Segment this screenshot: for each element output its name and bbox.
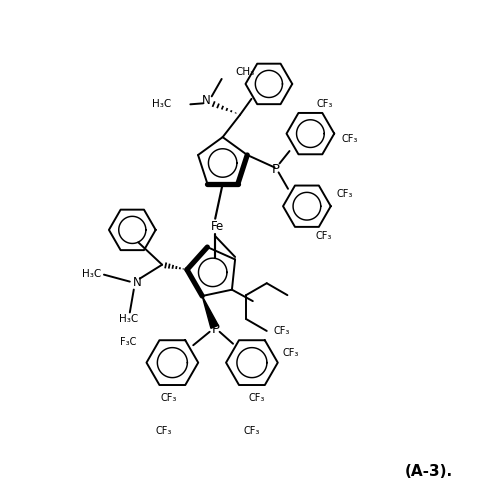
Text: CF₃: CF₃ [248,394,265,404]
Text: H₃C: H₃C [82,268,102,278]
Text: CF₃: CF₃ [316,231,332,241]
Text: CF₃: CF₃ [316,99,332,109]
Text: P: P [272,163,280,176]
Text: CF₃: CF₃ [274,326,290,336]
Text: CF₃: CF₃ [341,134,357,143]
Polygon shape [202,296,218,328]
Text: CF₃: CF₃ [336,189,353,199]
Text: CF₃: CF₃ [160,394,176,404]
Text: CF₃: CF₃ [244,426,260,436]
Text: N: N [202,94,211,107]
Text: P: P [212,323,220,336]
Text: N: N [133,276,141,289]
Text: Fe: Fe [211,220,224,232]
Text: F₃C: F₃C [120,336,136,346]
Text: CF₃: CF₃ [282,348,299,358]
Text: (A-3).: (A-3). [405,464,453,479]
Text: H₃C: H₃C [119,314,139,324]
Text: H₃C: H₃C [152,100,172,110]
Text: CF₃: CF₃ [155,426,172,436]
Text: CH₃: CH₃ [235,68,255,78]
